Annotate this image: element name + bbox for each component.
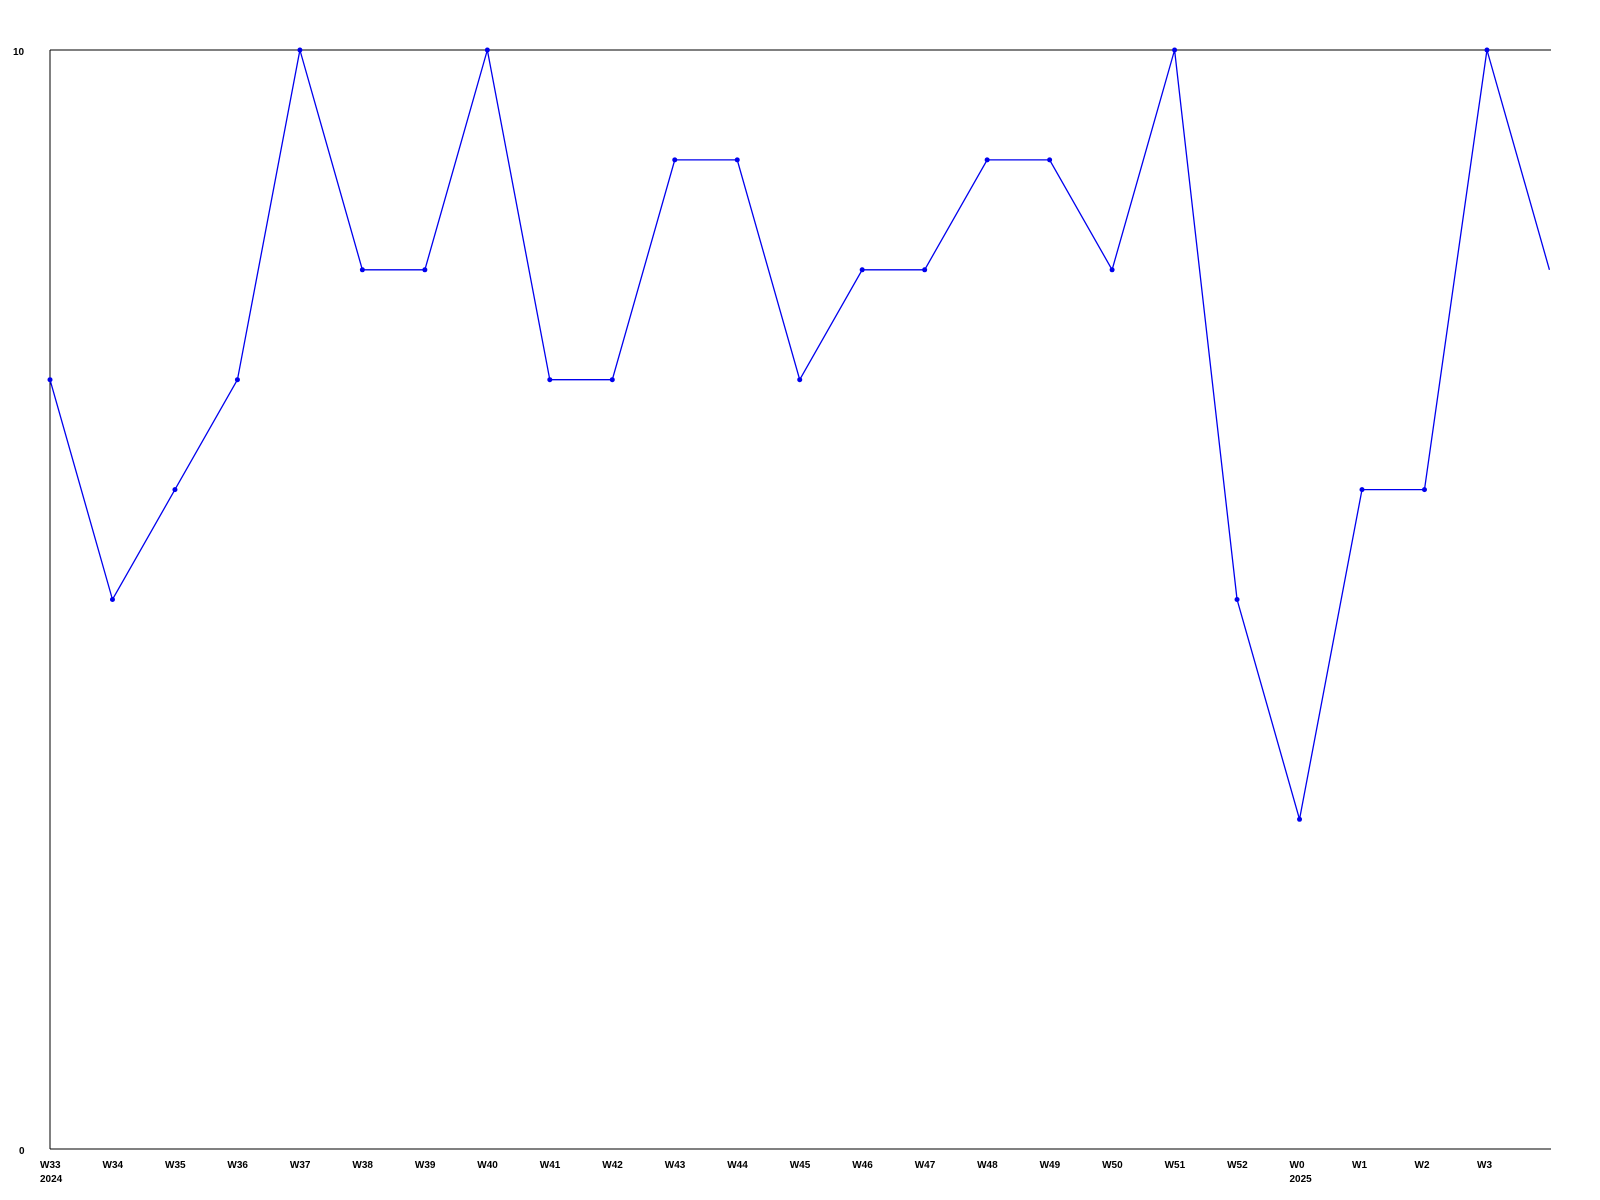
svg-text:W35: W35 [165, 1160, 186, 1171]
svg-text:2025: 2025 [1290, 1174, 1313, 1185]
svg-text:10: 10 [13, 47, 25, 58]
svg-text:W50: W50 [1102, 1160, 1123, 1171]
svg-text:W2: W2 [1415, 1160, 1430, 1171]
svg-text:W49: W49 [1040, 1160, 1061, 1171]
svg-text:W39: W39 [415, 1160, 436, 1171]
svg-text:W1: W1 [1352, 1160, 1367, 1171]
svg-text:W36: W36 [227, 1160, 248, 1171]
svg-text:W40: W40 [477, 1160, 498, 1171]
svg-text:0: 0 [19, 1146, 25, 1157]
svg-text:W37: W37 [290, 1160, 311, 1171]
svg-text:W38: W38 [352, 1160, 373, 1171]
svg-text:W0: W0 [1290, 1160, 1305, 1171]
svg-text:W34: W34 [103, 1160, 124, 1171]
svg-text:W46: W46 [852, 1160, 873, 1171]
svg-text:W33: W33 [40, 1160, 61, 1171]
svg-text:W3: W3 [1477, 1160, 1492, 1171]
svg-text:W43: W43 [665, 1160, 686, 1171]
svg-text:W47: W47 [915, 1160, 936, 1171]
svg-text:W52: W52 [1227, 1160, 1248, 1171]
svg-text:W51: W51 [1165, 1160, 1186, 1171]
svg-text:W42: W42 [602, 1160, 623, 1171]
svg-text:2024: 2024 [40, 1174, 63, 1185]
svg-text:W41: W41 [540, 1160, 561, 1171]
svg-text:W48: W48 [977, 1160, 998, 1171]
svg-text:W45: W45 [790, 1160, 811, 1171]
svg-text:W44: W44 [727, 1160, 748, 1171]
